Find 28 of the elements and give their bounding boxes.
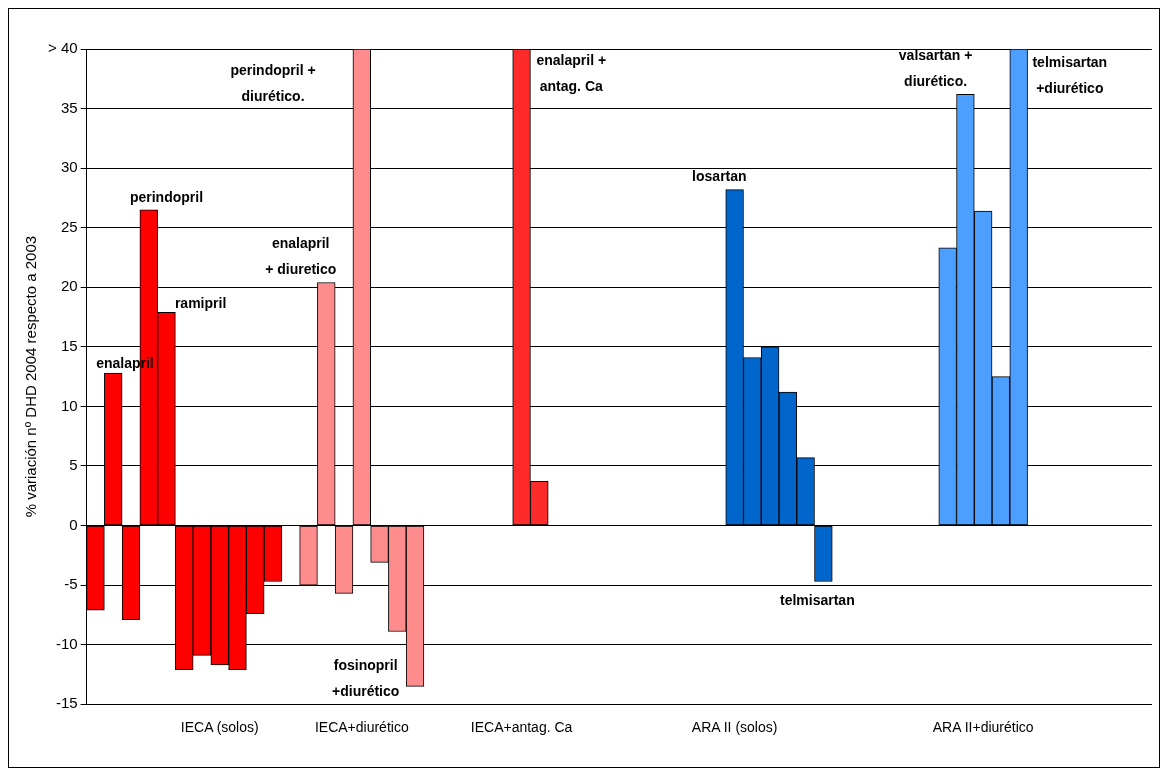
annotation: enalapril + antag. Ca bbox=[536, 52, 607, 95]
y-tick-label: 0 bbox=[69, 515, 78, 533]
x-tick-label: ARA II+diurético bbox=[932, 719, 1034, 736]
x-tick-label: IECA (solos) bbox=[180, 719, 259, 736]
y-tick-label: 15 bbox=[60, 336, 78, 354]
annotation: enalapril + diuretico bbox=[265, 235, 337, 278]
annotation: telmisartan bbox=[780, 592, 855, 609]
y-tick-label: 10 bbox=[60, 396, 78, 414]
annotation: ramipril bbox=[174, 294, 227, 311]
y-tick-label: -15 bbox=[55, 694, 78, 712]
y-tick-label: 20 bbox=[60, 277, 78, 295]
annotation: telmisartan +diurético bbox=[1032, 54, 1108, 97]
y-tick-label: 25 bbox=[60, 217, 78, 235]
y-axis-title: % variación nº DHD 2004 respecto a 2003 bbox=[22, 235, 40, 518]
annotation: perindopril + diurético. bbox=[230, 61, 316, 104]
x-tick-label: IECA+antag. Ca bbox=[470, 719, 573, 736]
annotation: perindopril bbox=[129, 189, 204, 206]
annotation: valsartan + diurético. bbox=[898, 46, 973, 89]
y-tick-label: 35 bbox=[60, 98, 78, 116]
y-tick-label: -10 bbox=[55, 634, 78, 652]
x-tick-label: IECA+diurético bbox=[314, 719, 409, 736]
y-tick-label: -5 bbox=[64, 575, 78, 593]
annotation: fosinopril +diurético bbox=[332, 657, 400, 700]
annotation: losartan bbox=[692, 168, 747, 185]
y-tick-label: 30 bbox=[60, 158, 78, 176]
y-tick-label: > 40 bbox=[47, 39, 78, 57]
x-tick-label: ARA II (solos) bbox=[691, 719, 778, 736]
y-tick-label: 5 bbox=[69, 456, 78, 474]
